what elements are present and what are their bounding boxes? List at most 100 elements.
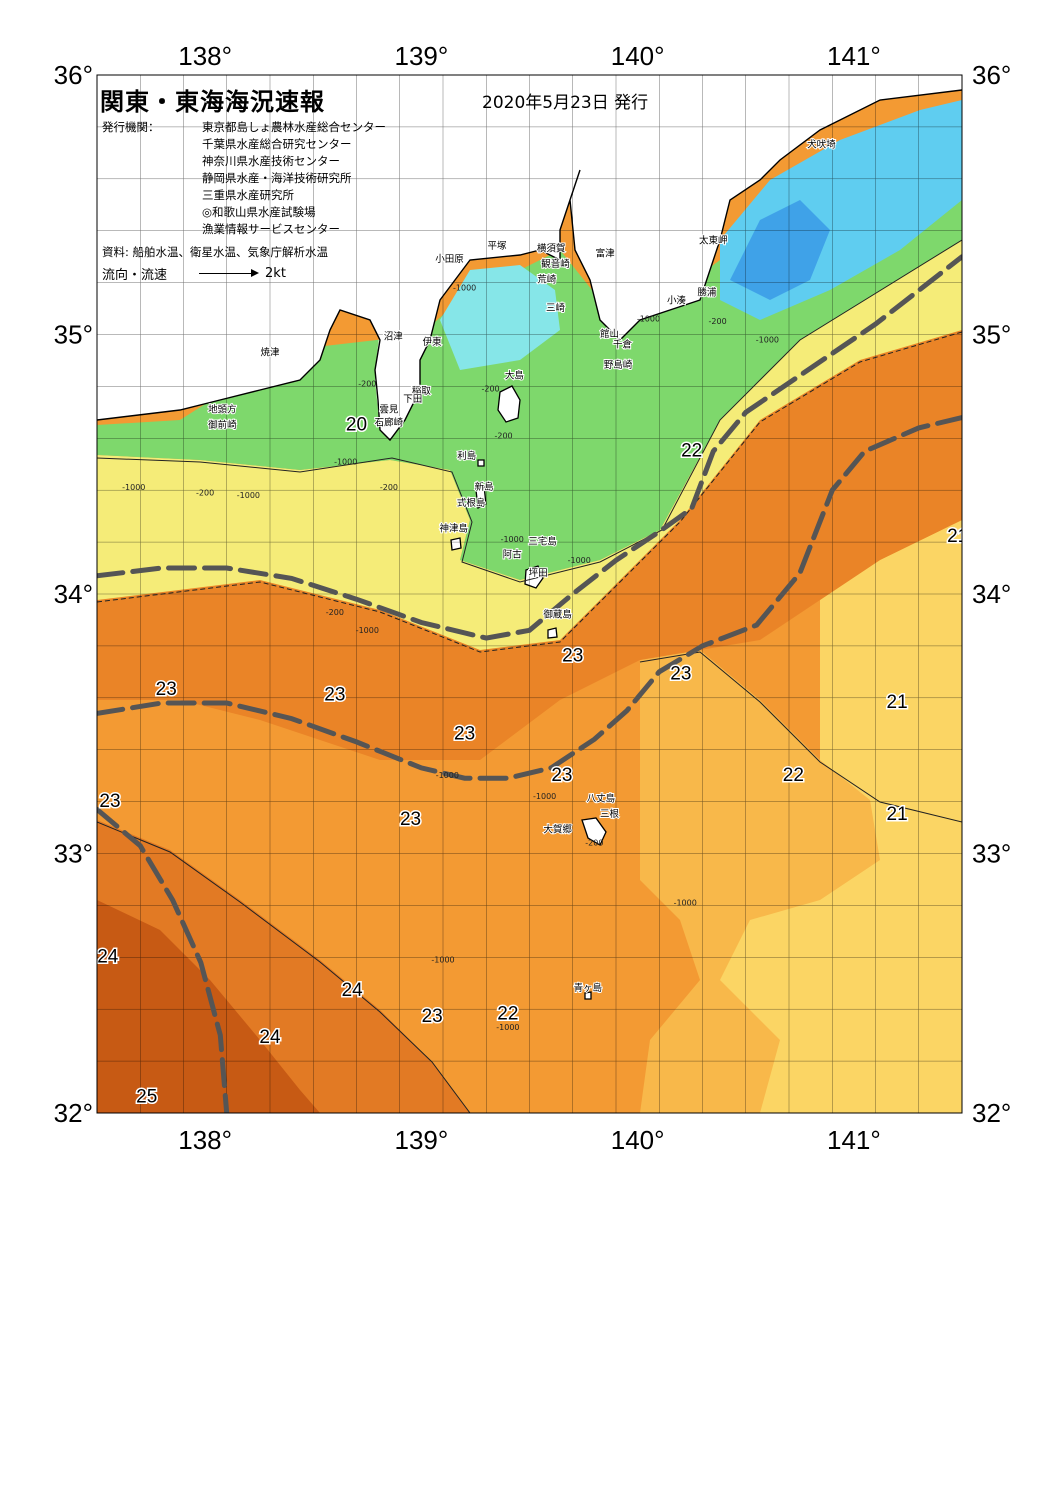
temperature-labels: 20 22 21 23 23 23 23 21 23 23 22 23 23 21 24 24 23 22 24 25	[97, 413, 962, 1109]
kuroshio-axis-line	[97, 254, 962, 641]
place-name: 青ヶ島	[574, 982, 603, 994]
place-name: 三崎	[546, 302, 566, 314]
latitude-label-right: 35°	[972, 320, 1011, 350]
axis-labels: 138° 138° 139° 139° 140° 140° 141° 141° 36° 36° 35…	[54, 41, 1012, 1155]
place-name: 太東岬	[699, 235, 728, 247]
agency-item: ◎和歌山県水産試験場	[202, 205, 316, 219]
latitude-label-left: 32°	[54, 1098, 93, 1128]
legend-speed: 2kt	[265, 266, 286, 281]
depth-label: -1000	[568, 556, 591, 565]
agency-item: 神奈川県水産技術センター	[202, 154, 340, 168]
place-name: 小田原	[435, 254, 464, 265]
place-name: 横須賀	[537, 242, 566, 254]
place-name: 御蔵島	[543, 608, 572, 620]
temperature-label: 23	[562, 645, 583, 666]
agencies-label: 発行機関：	[102, 120, 160, 134]
place-name: 千倉	[613, 338, 633, 350]
place-name: 八丈島	[587, 793, 616, 805]
temperature-label: 24	[259, 1027, 281, 1048]
longitude-label-top: 138°	[178, 41, 232, 71]
grid-lines	[97, 75, 962, 1113]
longitude-label-bottom: 139°	[394, 1125, 448, 1155]
depth-label: -200	[380, 483, 398, 492]
land-toshima	[477, 459, 485, 467]
coastline	[97, 89, 962, 442]
place-name: 神津島	[440, 523, 469, 535]
land-aogashima	[584, 991, 592, 1000]
cold-water-core	[730, 200, 830, 300]
temperature-label: 25	[136, 1087, 157, 1108]
data-sources: 資料: 船舶水温、衛星水温、気象庁解析水温	[102, 245, 329, 259]
place-name: 稲取	[412, 385, 432, 397]
issue-date: 2020年5月23日 発行	[482, 93, 649, 113]
place-name: 式根島	[457, 497, 486, 509]
place-name: 坪田	[529, 567, 548, 579]
sea-zone-25	[97, 900, 320, 1113]
depth-label: -1000	[436, 771, 459, 780]
current-legend: 流向・流速 2kt	[102, 264, 286, 283]
longitude-label-bottom: 138°	[178, 1125, 232, 1155]
place-name: 大賀郷	[543, 824, 572, 836]
depth-label: -1000	[453, 283, 476, 292]
depth-label: -1000	[637, 315, 660, 324]
place-name: 観音崎	[541, 258, 570, 270]
depth-label: -1000	[122, 483, 145, 492]
kuroshio-axis	[97, 254, 962, 1113]
depth-label: -1000	[674, 898, 697, 907]
temperature-label: 23	[400, 809, 421, 830]
temperature-label: 20	[346, 415, 367, 436]
depth-label: -1000	[496, 1023, 519, 1032]
temperature-label: 22	[681, 440, 702, 461]
kuroshio-axis-line	[97, 806, 230, 1113]
legend-arrow-icon	[199, 268, 260, 280]
depth-label: -1000	[237, 491, 260, 500]
place-name: 伊東	[423, 336, 443, 348]
temperature-label: 23	[454, 723, 475, 744]
temperature-label: 23	[324, 684, 345, 705]
map-frame	[96, 74, 963, 1114]
temperature-label: 24	[97, 946, 119, 967]
temperature-label: 21	[887, 804, 908, 825]
place-name: 地頭方	[208, 403, 237, 415]
agency-item: 千葉県水産総合研究センター	[202, 137, 352, 151]
longitude-label-top: 139°	[394, 41, 448, 71]
agency-item: 静岡県水産・海洋技術研究所	[202, 171, 352, 185]
place-name: 御前崎	[208, 419, 237, 431]
temperature-label: 21	[887, 692, 908, 713]
place-name: 小湊	[667, 294, 687, 306]
place-name: 阿古	[503, 549, 523, 561]
cold-water-sagami	[440, 265, 560, 370]
agency-item: 東京都島しょ農林水産総合センター	[202, 120, 386, 134]
longitude-label-bottom: 141°	[827, 1125, 881, 1155]
agency-item: 漁業情報サービスセンター	[202, 222, 340, 236]
place-name: 利島	[457, 450, 476, 462]
latitude-label-right: 32°	[972, 1098, 1011, 1128]
latitude-label-left: 33°	[54, 839, 93, 869]
depth-label: -1000	[431, 955, 454, 964]
latitude-label-right: 33°	[972, 839, 1011, 869]
kuroshio-axis-line	[97, 415, 962, 781]
land-kozushima	[450, 537, 462, 551]
depth-label: -200	[585, 839, 603, 848]
longitude-label-top: 141°	[827, 41, 881, 71]
depth-label: -200	[709, 317, 727, 326]
place-name: 沼津	[384, 332, 404, 343]
page-title: 関東・東海海況速報	[100, 88, 325, 116]
temperature-label: 22	[783, 765, 804, 786]
place-name: 下田	[403, 394, 422, 405]
depth-label: -200	[358, 379, 376, 388]
place-name: 富津	[596, 248, 616, 260]
place-name: 新島	[475, 481, 494, 493]
temperature-label: 24	[342, 980, 364, 1001]
latitude-label-left: 34°	[54, 579, 93, 609]
temperature-label: 23	[551, 765, 572, 786]
depth-label: -1000	[756, 335, 779, 344]
agency-item: 三重県水産研究所	[202, 188, 294, 202]
longitude-label-bottom: 140°	[611, 1125, 665, 1155]
land-hachijo	[581, 817, 607, 846]
place-name: 犬吠埼	[807, 139, 836, 151]
agency-list: 東京都島しょ農林水産総合センター 千葉県水産総合研究センター 神奈川県水産技術セ…	[202, 119, 386, 238]
latitude-label-left: 36°	[54, 60, 93, 90]
depth-label: -200	[481, 385, 499, 394]
